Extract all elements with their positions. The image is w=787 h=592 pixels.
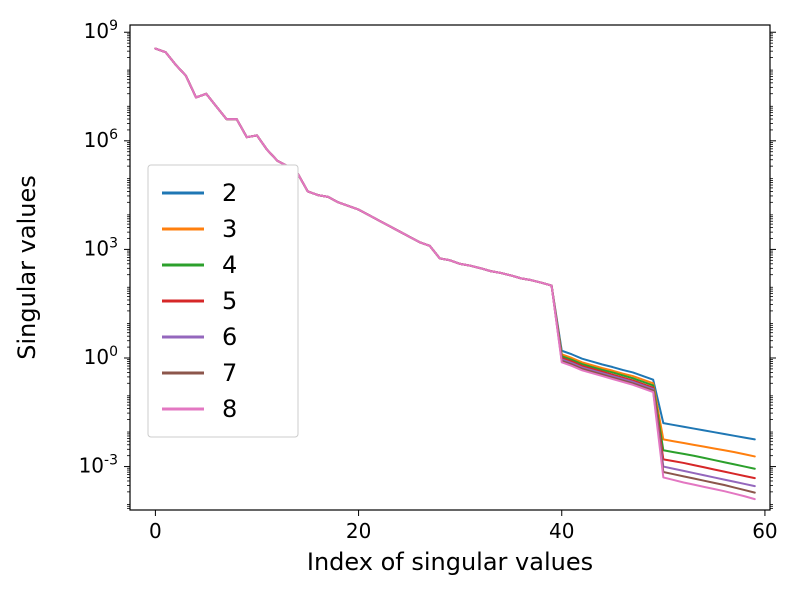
legend-label: 8 [222, 395, 237, 423]
legend-label: 5 [222, 287, 237, 315]
legend-label: 4 [222, 251, 237, 279]
x-tick-label: 40 [549, 519, 574, 543]
y-axis-label: Singular values [13, 175, 41, 360]
legend-label: 7 [222, 359, 237, 387]
legend-label: 3 [222, 215, 237, 243]
legend-label: 6 [222, 323, 237, 351]
legend: 2 3 4 5 6 7 8 [148, 165, 298, 437]
legend-label: 2 [222, 179, 237, 207]
x-axis-label: Index of singular values [307, 548, 593, 576]
singular-values-chart: 0204060Index of singular values10-310010… [0, 0, 787, 592]
x-tick-label: 60 [752, 519, 777, 543]
chart-svg: 0204060Index of singular values10-310010… [0, 0, 787, 592]
x-tick-label: 0 [149, 519, 162, 543]
x-tick-label: 20 [346, 519, 371, 543]
